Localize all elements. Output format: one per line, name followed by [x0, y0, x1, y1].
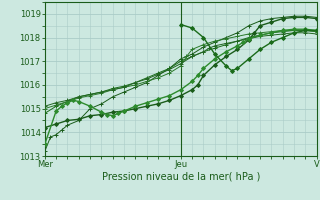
X-axis label: Pression niveau de la mer( hPa ): Pression niveau de la mer( hPa ): [102, 172, 260, 182]
